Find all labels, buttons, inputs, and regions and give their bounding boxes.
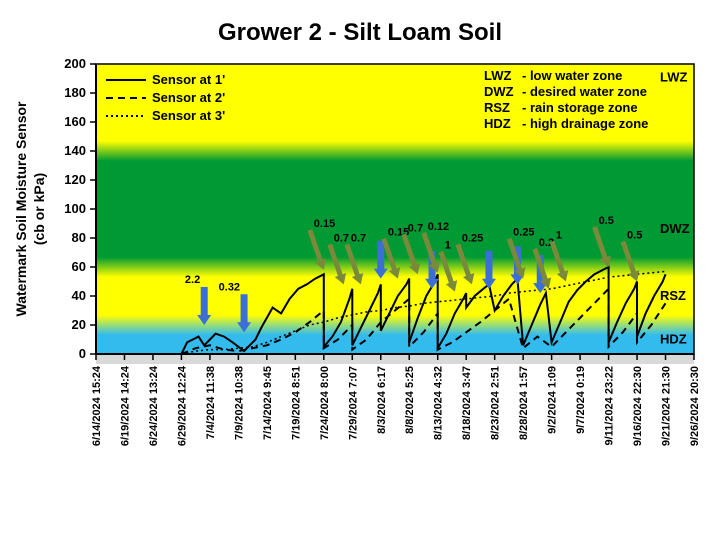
xtick: 8/28/2024 1:57 <box>518 366 530 440</box>
blue-arrow-label: 2.2 <box>185 274 200 286</box>
zone-legend-abbr: HDZ <box>484 116 511 131</box>
xtick: 9/2/2024 1:09 <box>547 366 559 434</box>
olive-arrow-label: 1 <box>556 230 562 242</box>
zone-legend-abbr: RSZ <box>484 100 510 115</box>
zone-label-DWZ: DWZ <box>660 221 690 236</box>
zone-label-HDZ: HDZ <box>660 332 687 347</box>
olive-arrow-label: 0.7 <box>408 222 423 234</box>
y-axis-label-2: (cb or kPa) <box>31 173 47 245</box>
olive-arrow-label: 0.7 <box>351 232 366 244</box>
xtick: 7/29/2024 7:07 <box>347 366 359 440</box>
olive-arrow-label: 0.7 <box>334 232 349 244</box>
olive-arrow-label: 0.5 <box>627 230 642 242</box>
ytick: 0 <box>79 346 86 361</box>
xtick: 9/11/2024 23:22 <box>604 366 616 446</box>
xtick: 8/8/2024 5:25 <box>404 366 416 434</box>
ytick: 100 <box>64 201 86 216</box>
olive-arrow-label: 0.5 <box>599 215 614 227</box>
xtick: 9/7/2024 0:19 <box>575 366 587 434</box>
chart-svg: Grower 2 - Silt Loam Soil020406080100120… <box>0 0 720 556</box>
ytick: 20 <box>72 317 86 332</box>
ytick: 200 <box>64 56 86 71</box>
ytick: 120 <box>64 172 86 187</box>
ytick: 60 <box>72 259 86 274</box>
zone-label-LWZ: LWZ <box>660 70 687 85</box>
ytick: 140 <box>64 143 86 158</box>
ytick: 40 <box>72 288 86 303</box>
blue-arrow-label: 0.32 <box>219 281 240 293</box>
ytick: 160 <box>64 114 86 129</box>
legend-label: Sensor at 3' <box>152 108 225 123</box>
olive-arrow-label: 0.12 <box>428 221 449 233</box>
soil-moisture-chart: Grower 2 - Silt Loam Soil020406080100120… <box>0 0 720 556</box>
xtick: 6/24/2024 13:24 <box>148 365 160 446</box>
ytick: 80 <box>72 230 86 245</box>
olive-arrow-label: 1 <box>445 240 451 252</box>
xtick: 6/29/2024 12:24 <box>176 365 188 446</box>
xtick: 8/23/2024 2:51 <box>490 366 502 440</box>
ytick: 180 <box>64 85 86 100</box>
xtick: 9/26/2024 20:30 <box>689 366 701 446</box>
olive-arrow-label: 0.15 <box>314 218 335 230</box>
xtick: 7/19/2024 8:51 <box>290 366 302 440</box>
xtick: 7/9/2024 10:38 <box>233 366 245 440</box>
zone-legend-desc: - low water zone <box>522 68 622 83</box>
zone-legend-desc: - rain storage zone <box>522 100 638 115</box>
legend-label: Sensor at 2' <box>152 90 225 105</box>
legend-label: Sensor at 1' <box>152 72 225 87</box>
zone-legend-desc: - desired water zone <box>522 84 647 99</box>
xtick: 8/3/2024 6:17 <box>376 366 388 434</box>
olive-arrow-label: 0.25 <box>462 232 483 244</box>
zone-legend-desc: - high drainage zone <box>522 116 648 131</box>
xtick: 6/14/2024 15:24 <box>91 365 103 446</box>
xtick: 9/16/2024 22:30 <box>632 366 644 446</box>
y-axis-label: Watermark Soil Moisture Sensor <box>13 101 29 317</box>
xtick: 7/4/2024 11:38 <box>205 366 217 439</box>
chart-title: Grower 2 - Silt Loam Soil <box>218 19 502 46</box>
xtick: 6/19/2024 14:24 <box>119 365 131 446</box>
xtick: 9/21/2024 21:30 <box>661 366 673 446</box>
xtick: 7/14/2024 9:45 <box>262 366 274 440</box>
zone-legend-abbr: LWZ <box>484 68 511 83</box>
xtick: 8/13/2024 4:32 <box>433 366 445 440</box>
olive-arrow-label: 0.25 <box>513 227 534 239</box>
zone-label-RSZ: RSZ <box>660 288 686 303</box>
xtick: 8/18/2024 3:47 <box>461 366 473 440</box>
xtick: 7/24/2024 8:00 <box>319 366 331 440</box>
zone-legend-abbr: DWZ <box>484 84 514 99</box>
